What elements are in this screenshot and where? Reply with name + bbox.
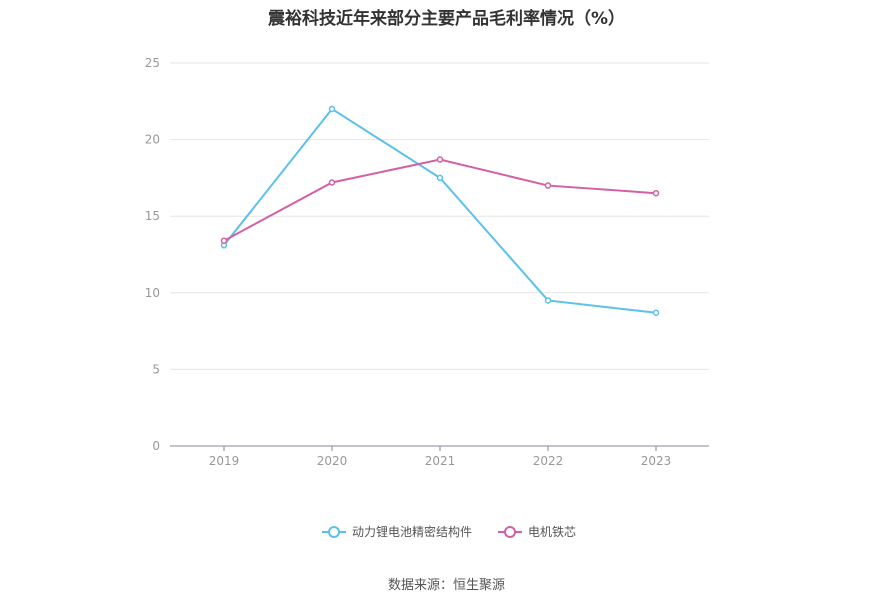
data-point — [544, 297, 552, 304]
data-point — [220, 237, 228, 244]
y-tick-label: 20 — [145, 133, 160, 147]
data-point — [328, 179, 336, 186]
legend-label: 电机铁芯 — [528, 525, 576, 539]
legend-marker-icon — [504, 526, 516, 538]
chart-title: 震裕科技近年来部分主要产品毛利率情况（%） — [267, 9, 626, 29]
data-point — [652, 309, 660, 316]
series-line-2 — [223, 158, 657, 242]
data-point — [544, 182, 552, 189]
x-tick-label: 2023 — [641, 454, 672, 468]
data-point — [436, 156, 444, 163]
legend-item-1[interactable]: 动力锂电池精密结构件 — [322, 524, 472, 539]
x-tick-label: 2020 — [317, 454, 348, 468]
x-tick-label: 2019 — [209, 454, 240, 468]
data-source-note: 数据来源：恒生聚源 — [387, 578, 505, 593]
series-lines — [220, 105, 660, 316]
data-point — [436, 174, 444, 182]
axes: 0 5 10 15 20 25 2019 2020 2021 2022 2023 — [145, 56, 709, 468]
legend[interactable]: 动力锂电池精密结构件 电机铁芯 — [322, 524, 576, 539]
y-tick-label: 25 — [145, 56, 160, 70]
data-point — [328, 105, 336, 113]
grid-lines — [170, 62, 709, 370]
x-tick-label: 2022 — [533, 454, 564, 468]
legend-label: 动力锂电池精密结构件 — [352, 524, 472, 539]
y-tick-label: 5 — [152, 362, 160, 376]
y-tick-label: 10 — [145, 286, 160, 300]
y-tick-label: 0 — [152, 439, 160, 453]
legend-marker-icon — [328, 526, 340, 538]
legend-item-2[interactable]: 电机铁芯 — [498, 525, 576, 539]
y-tick-label: 15 — [145, 209, 160, 223]
x-tick-label: 2021 — [425, 454, 456, 468]
data-point — [652, 189, 660, 197]
